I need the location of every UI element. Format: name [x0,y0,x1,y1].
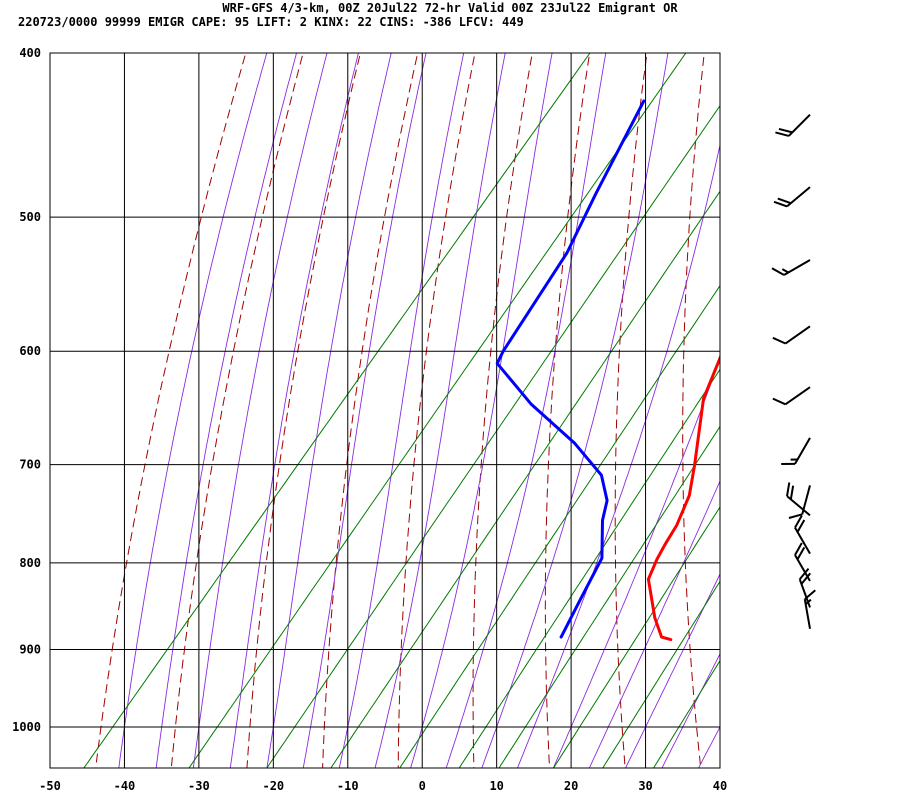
dry-adiabat-line [472,53,533,768]
moist-adiabat-line [445,53,607,768]
moist-adiabat-line [118,53,268,768]
moist-adiabat-line [155,53,297,768]
wind-barb-feather [781,268,789,274]
dry-adiabat-line [812,15,853,770]
wind-barb-feather [796,546,806,560]
wind-barb [786,482,811,517]
mixing-ratio-line [83,53,591,768]
wind-barb [773,186,811,208]
dry-adiabat-line [748,15,777,770]
mixing-ratio-line [399,284,720,768]
x-tick-label: -10 [337,779,359,793]
background-thermo-lines [83,15,900,770]
dewpoint-trace [495,99,646,639]
sounding-stats-line: 220723/0000 99999 EMIGR CAPE: 95 LIFT: 2… [18,15,524,29]
mixing-ratio-line [266,104,720,768]
mixing-ratio-line [652,659,720,768]
mixing-ratio-line [553,506,720,768]
moist-adiabat-line [266,53,392,768]
wind-barb-feather [805,598,812,605]
grid [50,52,720,768]
wind-barb-feather [775,131,790,137]
dry-adiabat-line [397,53,476,768]
wind-barb-feather [804,589,816,600]
chart-title: WRF-GFS 4/3-km, 00Z 20Jul22 72-hr Valid … [222,1,678,15]
moist-adiabat-line [338,53,465,768]
wind-barb-feather [777,197,792,205]
moist-adiabat-line [625,573,720,768]
x-tick-label: 20 [564,779,578,793]
wind-barb-feather [794,515,803,529]
wind-barb [775,113,811,137]
x-tick-label: 10 [489,779,503,793]
x-tick-label: -50 [39,779,61,793]
wind-barb [772,386,811,406]
wind-barb-staff [784,386,811,406]
y-tick-label: 800 [19,556,41,570]
wind-barb-feather [794,542,803,556]
mixing-ratio-line [188,53,687,768]
moist-adiabat-line [229,53,359,768]
dry-adiabat-line [544,53,591,768]
wind-barb-feather [772,397,786,406]
y-tick-label: 500 [19,210,41,224]
mixing-ratio-line [458,368,720,768]
moist-adiabat-line [302,53,427,768]
dry-adiabat-line [873,15,900,770]
axis-ticks: -50 -40 -30 -20 -10 0 10 20 30 40 400 500 600 700 800 9… [12,46,727,793]
x-tick-label: -40 [114,779,136,793]
dry-adiabat-line [95,53,247,768]
dry-adiabat-line [246,53,361,768]
y-tick-label: 1000 [12,720,41,734]
dry-adiabat-line [170,53,304,768]
wind-barb-feather [788,513,803,519]
moist-adiabat-line [588,479,720,768]
dry-adiabat-line [682,53,705,768]
wind-barb-feather [773,200,788,208]
wind-barb-feather [798,567,810,580]
x-tick-label: 0 [419,779,426,793]
wind-barb [803,589,816,629]
mixing-ratio-line [498,425,720,768]
dry-adiabat-line [322,53,419,768]
x-tick-label: -30 [188,779,210,793]
moist-adiabat-line [410,53,553,768]
moist-adiabat-line [192,53,328,768]
wind-barb-staff [803,599,811,629]
mixing-ratio-line [602,580,720,768]
moist-adiabat-line [698,726,720,768]
moist-adiabat-line [374,53,506,768]
x-tick-label: -20 [262,779,284,793]
x-tick-label: 30 [638,779,652,793]
dry-adiabat-line [614,53,648,768]
wind-barb-feather [772,336,786,345]
wind-barb-feather [789,485,795,500]
moist-adiabat-line [481,53,669,768]
wind-barb-feather [786,482,791,497]
y-tick-label: 600 [19,344,41,358]
wind-barb-feather [800,572,812,585]
y-tick-label: 900 [19,642,41,656]
wind-barbs [771,113,816,629]
wind-barb [794,515,811,555]
wind-barb-staff [784,325,811,345]
mixing-ratio-line [330,190,720,768]
plot-frame [49,52,721,769]
y-tick-label: 400 [19,46,41,60]
wind-barb-feather [796,519,806,533]
wind-barb-feather [771,267,785,276]
wind-barb [771,259,811,276]
x-tick-label: 40 [713,779,727,793]
wind-barb [772,325,811,345]
temperature-trace [646,354,720,642]
isotherm-group [50,53,720,768]
sounding-traces [495,99,720,642]
wind-barb-feather [778,127,793,134]
wind-barb [781,437,811,465]
moist-adiabat-line [516,142,720,768]
y-tick-label: 700 [19,458,41,472]
moist-adiabat-line [552,357,720,768]
